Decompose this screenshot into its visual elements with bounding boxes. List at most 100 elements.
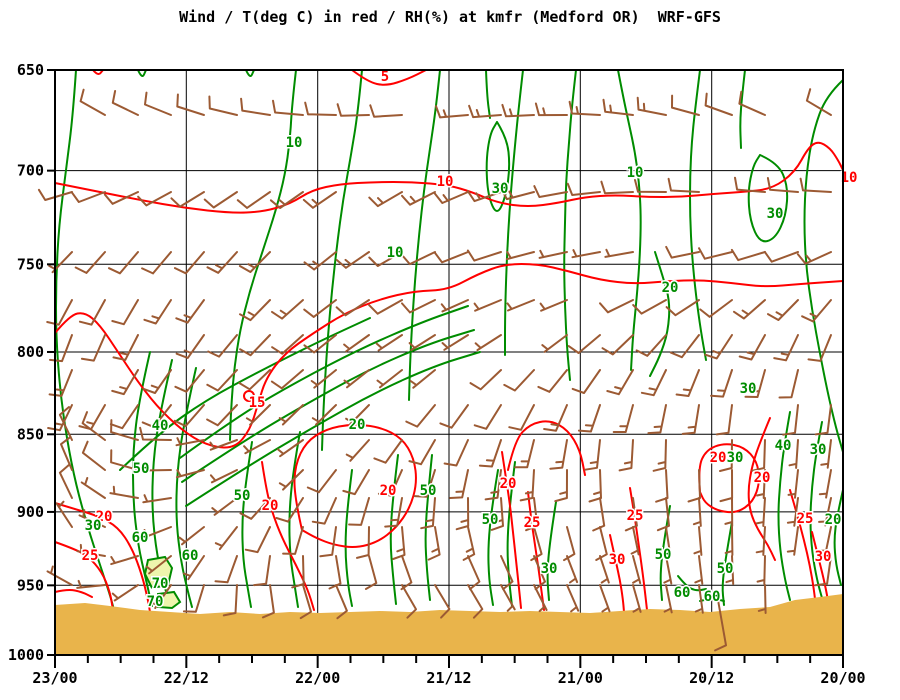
rh-contour [689, 69, 707, 361]
wind-barb [755, 497, 766, 527]
wind-barb [142, 494, 172, 504]
wind-barb [46, 299, 73, 326]
rh-label: 30 [541, 561, 558, 577]
wind-barb [384, 497, 403, 528]
wind-barb [144, 91, 172, 116]
wind-barb [467, 584, 484, 619]
wind-barb [58, 406, 73, 441]
wind-barb [665, 245, 700, 259]
wind-barb [505, 251, 535, 261]
wind-barb [554, 469, 568, 503]
rh-contour [563, 69, 577, 381]
rh-contour [739, 69, 746, 149]
wind-barb [209, 439, 238, 451]
rh-label: 20 [662, 280, 679, 296]
wind-barb [757, 584, 767, 614]
wind-barb [730, 248, 766, 262]
wind-barb [500, 555, 514, 591]
wind-barb [364, 555, 378, 590]
wind-barb [818, 497, 832, 527]
temperature-label: 20 [754, 470, 771, 486]
wind-barb [76, 543, 106, 557]
wind-barb [278, 404, 304, 426]
wind-barb [49, 334, 73, 363]
wind-barb [269, 191, 304, 209]
wind-barb [111, 299, 139, 326]
wind-barb [175, 334, 205, 359]
wind-barb [203, 191, 238, 209]
rh-contour [833, 489, 844, 586]
wind-barb [787, 469, 799, 499]
wind-barb [174, 251, 205, 275]
wind-barb [665, 299, 700, 317]
wind-barb [601, 334, 634, 356]
wind-barb [141, 404, 172, 429]
wind-barb [534, 102, 568, 117]
wind-barb [533, 555, 546, 591]
wind-barb [319, 526, 337, 558]
wind-barb [368, 251, 403, 267]
wind-barb [744, 369, 766, 398]
contour-marker-circle [243, 390, 255, 402]
rh-label: 50 [482, 512, 499, 528]
temperature-contour [698, 443, 760, 514]
rh-contour [241, 441, 253, 608]
wind-barb [571, 249, 601, 259]
wind-barb [343, 369, 370, 389]
wind-barb [149, 584, 172, 610]
rh-label: 70 [152, 576, 169, 592]
x-axis-tick-label: 20/12 [689, 669, 734, 687]
wind-barb [533, 185, 568, 198]
temperature-label: 25 [82, 548, 99, 564]
rh-contour [137, 69, 147, 77]
wind-barb [441, 334, 469, 351]
rh-label: 50 [655, 547, 672, 563]
wind-barb [109, 404, 139, 430]
wind-barb [473, 404, 502, 430]
wind-barb [600, 180, 634, 195]
wind-barb [449, 469, 469, 499]
wind-barb [55, 500, 73, 528]
rh-label: 30 [767, 206, 784, 222]
wind-barb [577, 404, 601, 433]
rh-contour [245, 69, 255, 77]
wind-barb [632, 299, 667, 315]
wind-barb [214, 555, 238, 584]
wind-barb [563, 526, 576, 562]
wind-barb [291, 555, 305, 589]
wind-barb [271, 334, 304, 355]
rh-contour [321, 69, 363, 451]
wind-barb [478, 439, 502, 468]
rh-contour [504, 69, 524, 356]
wind-barb [473, 299, 502, 312]
wind-barb [139, 426, 172, 441]
temperature-label: 20 [96, 509, 113, 525]
wind-barb [345, 404, 370, 426]
rh-label: 30 [85, 518, 102, 534]
wind-barb [170, 191, 205, 208]
wind-barb [468, 104, 502, 119]
wind-barb [756, 555, 766, 585]
wind-barb [807, 334, 832, 362]
wind-barb [46, 565, 73, 586]
wind-barb [634, 179, 667, 193]
wind-barb [209, 469, 238, 484]
wind-barb [514, 439, 535, 469]
wind-barb [405, 404, 436, 428]
wind-barb [176, 93, 205, 116]
wind-barb [145, 555, 172, 575]
wind-barb [632, 555, 642, 585]
wind-barb [435, 105, 469, 119]
wind-barb [211, 497, 238, 516]
wind-barb [48, 251, 73, 274]
wind-barb [738, 334, 766, 361]
wind-barb [343, 334, 370, 353]
wind-barb [328, 555, 342, 590]
temperature-label: 20 [710, 450, 727, 466]
temperature-contour [54, 541, 114, 611]
wind-barb [501, 103, 535, 118]
rh-contour [546, 501, 557, 601]
wind-barb [636, 96, 667, 116]
wind-barb [671, 94, 700, 116]
rh-label: 40 [152, 418, 169, 434]
